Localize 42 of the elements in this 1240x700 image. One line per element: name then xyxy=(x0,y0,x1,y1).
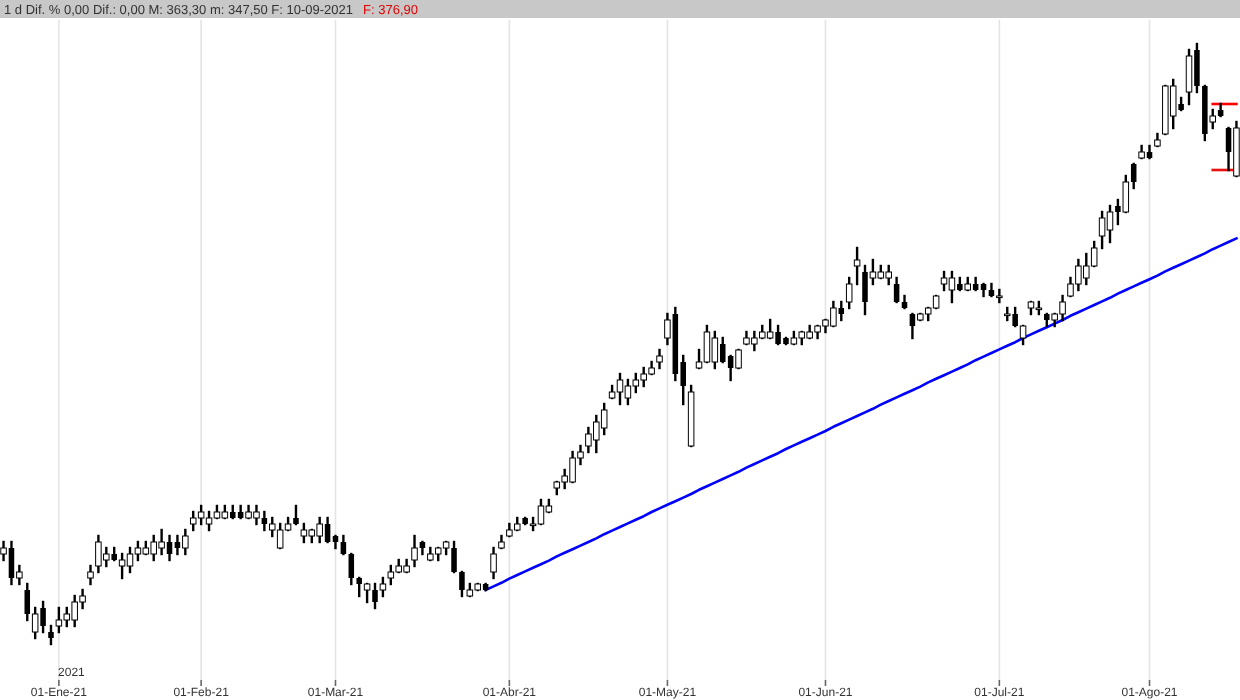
candlestick xyxy=(150,534,157,562)
candlestick xyxy=(126,546,134,574)
candlestick xyxy=(261,510,268,532)
candlestick xyxy=(1202,84,1208,142)
candlestick xyxy=(316,516,323,544)
candlestick xyxy=(600,402,608,436)
candlestick xyxy=(893,276,900,304)
candlestick xyxy=(1185,48,1193,106)
candlestick xyxy=(372,582,378,610)
candlestick xyxy=(348,552,355,586)
candlestick xyxy=(182,528,189,556)
candlestick xyxy=(537,498,545,526)
candlestick xyxy=(1106,204,1114,244)
candlestick xyxy=(616,372,624,406)
candlestick xyxy=(711,330,719,370)
candlestick xyxy=(830,300,837,328)
candlestick xyxy=(174,534,181,556)
candlestick xyxy=(703,324,711,364)
candlestick xyxy=(1169,78,1177,130)
candlestick xyxy=(1194,42,1200,94)
candlestick xyxy=(118,552,126,580)
candlestick xyxy=(1162,84,1169,136)
candlestick xyxy=(569,450,576,484)
candlestick xyxy=(459,570,465,598)
candlestick xyxy=(490,546,497,580)
candlestick xyxy=(158,528,165,556)
candlestick xyxy=(1225,126,1232,172)
candlestick xyxy=(411,534,418,568)
candlestick xyxy=(948,270,956,304)
candlestick xyxy=(1075,258,1082,292)
candlestick xyxy=(276,522,284,550)
candlestick xyxy=(909,312,916,340)
candlestick xyxy=(8,540,15,586)
candlestick xyxy=(166,534,173,562)
candlestick xyxy=(40,600,46,634)
candlestick xyxy=(996,288,1003,304)
candlestick xyxy=(324,516,331,544)
candlestick xyxy=(624,378,632,406)
candlestick xyxy=(862,264,868,316)
candlestick xyxy=(71,594,78,628)
candlestick xyxy=(1083,252,1090,286)
candlestick xyxy=(451,540,457,574)
